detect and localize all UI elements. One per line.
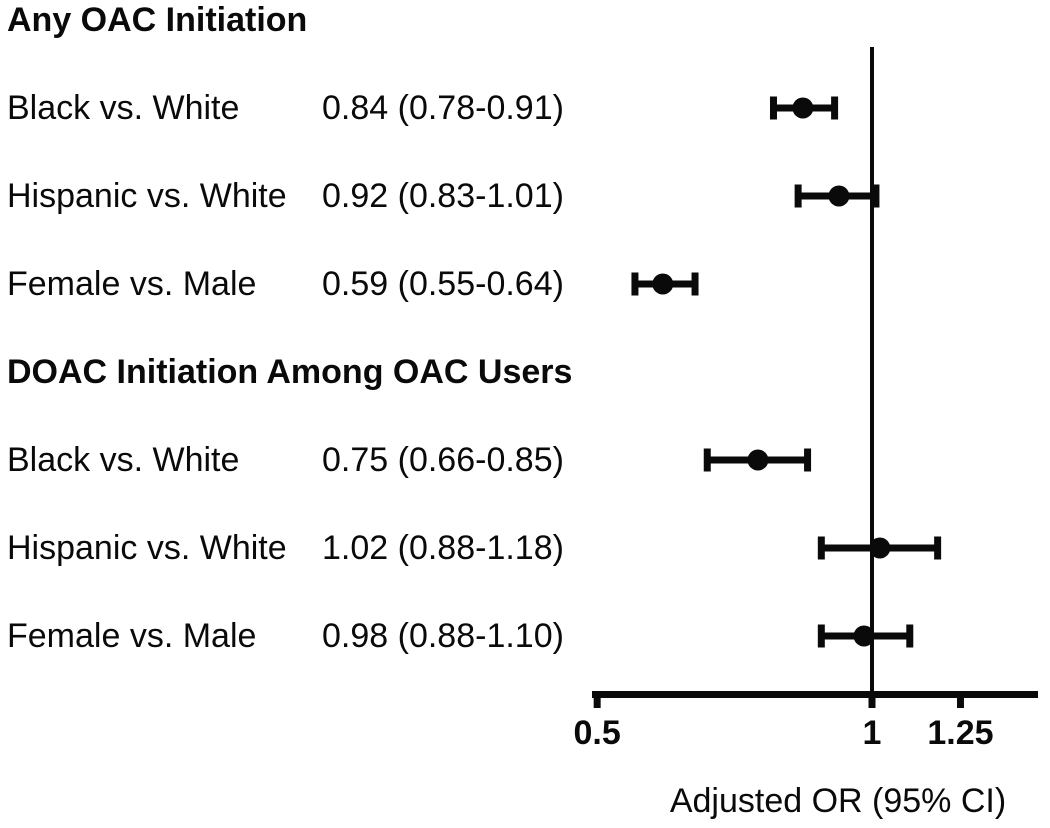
or-point bbox=[747, 449, 769, 471]
row-label: Female vs. Male bbox=[7, 617, 257, 655]
x-axis-tick-label: 0.5 bbox=[573, 714, 621, 752]
row-estimate: 0.98 (0.88-1.10) bbox=[322, 617, 564, 655]
row-label: Black vs. White bbox=[7, 89, 240, 127]
group-heading: DOAC Initiation Among OAC Users bbox=[7, 353, 573, 391]
x-axis-tick-label: 1 bbox=[862, 714, 882, 752]
row-label: Female vs. Male bbox=[7, 265, 257, 303]
row-estimate: 0.75 (0.66-0.85) bbox=[322, 441, 564, 479]
or-point bbox=[792, 97, 814, 119]
or-point bbox=[853, 625, 875, 647]
row-label: Hispanic vs. White bbox=[7, 177, 287, 215]
x-axis-label: Adjusted OR (95% CI) bbox=[669, 782, 1007, 820]
x-axis-tick-label: 1.25 bbox=[927, 714, 994, 752]
row-estimate: 0.84 (0.78-0.91) bbox=[322, 89, 564, 127]
row-label: Hispanic vs. White bbox=[7, 529, 287, 567]
or-point bbox=[828, 185, 850, 207]
row-estimate: 1.02 (0.88-1.18) bbox=[322, 529, 564, 567]
or-point bbox=[652, 273, 674, 295]
row-estimate: 0.92 (0.83-1.01) bbox=[322, 177, 564, 215]
row-estimate: 0.59 (0.55-0.64) bbox=[322, 265, 564, 303]
row-label: Black vs. White bbox=[7, 441, 240, 479]
or-point bbox=[869, 537, 891, 559]
group-heading: Any OAC Initiation bbox=[7, 1, 308, 39]
